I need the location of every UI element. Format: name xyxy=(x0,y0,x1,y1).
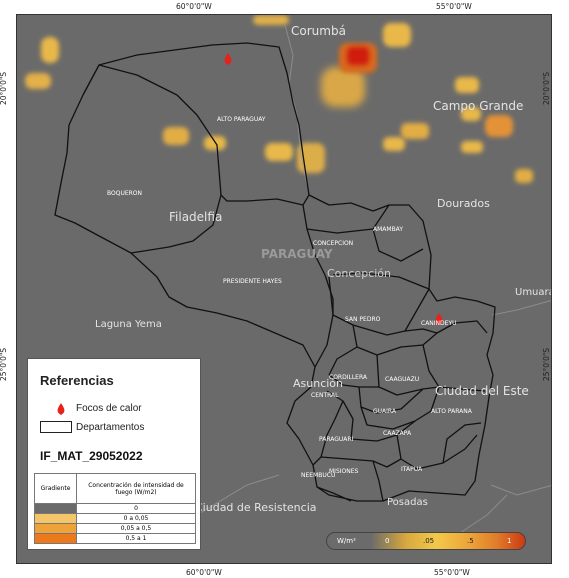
coord-right-lower: 25°0'0"S xyxy=(542,347,552,382)
heat-blob xyxy=(401,123,429,139)
department-label: NEEMBUCU xyxy=(301,472,335,479)
country-label: PARAGUAY xyxy=(261,247,333,261)
heat-blob xyxy=(461,107,481,121)
map-canvas[interactable]: Corumbá Campo Grande Dourados Filadelfia… xyxy=(17,15,552,564)
department-label: GUAIRA xyxy=(373,408,397,415)
gradient-header-right: Concentración de intensidad de fuego (W/… xyxy=(76,473,196,504)
gradient-row: 0 xyxy=(34,503,196,514)
gradient-swatch xyxy=(34,533,77,544)
department-label: ALTO PARAGUAY xyxy=(217,116,266,123)
coord-bottom-left: 60°0'0"W xyxy=(186,568,222,577)
heat-blob xyxy=(321,67,365,107)
heat-blob xyxy=(253,15,289,25)
department-label: MISIONES xyxy=(329,468,359,475)
city-label: Campo Grande xyxy=(433,99,523,113)
department-label: BOQUERON xyxy=(107,190,142,197)
city-label: Umuarama xyxy=(515,287,552,298)
coord-bottom-right: 55°0'0"W xyxy=(434,568,470,577)
department-label: CONCEPCION xyxy=(313,240,353,247)
hotspot-icon xyxy=(224,53,232,65)
department-label: PRESIDENTE HAYES xyxy=(223,278,282,285)
department-label: ALTO PARANA xyxy=(431,408,473,415)
city-labels: Corumbá Campo Grande Dourados Filadelfia… xyxy=(95,24,552,514)
hotspot-legend-label: Focos de calor xyxy=(76,403,142,414)
department-borders xyxy=(54,42,496,502)
intensity-colorbar: W/m² 0 .05 .5 1 xyxy=(326,532,526,550)
heat-blob xyxy=(383,23,411,47)
hotspot-markers xyxy=(224,53,443,325)
city-label: Filadelfia xyxy=(169,210,222,224)
colorbar-tick: .05 xyxy=(423,537,435,545)
department-label: PARAGUARI xyxy=(319,436,354,443)
city-label: Concepción xyxy=(327,267,391,280)
department-legend-label: Departamentos xyxy=(76,422,145,433)
hotspot-icon xyxy=(435,313,443,325)
city-label: Asunción xyxy=(293,377,343,390)
city-label: Posadas xyxy=(387,497,428,508)
department-label: AMAMBAY xyxy=(373,226,403,233)
paraguay-outline xyxy=(54,42,496,502)
gradient-swatch xyxy=(34,513,77,524)
coord-left-lower: 25°0'0"S xyxy=(0,347,9,382)
department-labels: ALTO PARAGUAY BOQUERON PRESIDENTE HAYES … xyxy=(107,116,473,479)
gradient-row-label: 0,05 a 0,5 xyxy=(76,523,196,534)
heat-blob xyxy=(383,137,405,151)
heat-blob xyxy=(163,127,189,145)
colorbar-tick: 0 xyxy=(385,537,390,545)
gradient-row: 0,05 a 0,5 xyxy=(34,523,196,534)
legend-panel: Referencias Focos de calor Departamentos… xyxy=(27,358,201,550)
map-id: IF_MAT_29052022 xyxy=(40,449,143,463)
city-label: Ciudad del Este xyxy=(435,384,529,398)
gradient-swatch xyxy=(34,503,77,514)
gradient-table: Gradiente Concentración de intensidad de… xyxy=(34,473,196,544)
department-label: CAAGUAZU xyxy=(385,376,419,383)
coord-right-upper: 20°0'0"S xyxy=(542,71,552,106)
heat-blob xyxy=(25,73,51,89)
heat-blob xyxy=(485,115,513,137)
gradient-row-label: 0,5 a 1 xyxy=(76,533,196,544)
hotspot-legend-icon xyxy=(57,403,65,415)
heat-blob xyxy=(347,47,369,65)
department-legend-swatch xyxy=(40,421,72,433)
city-label: Corumbá xyxy=(291,24,346,38)
gradient-row-label: 0 a 0,05 xyxy=(76,513,196,524)
coord-top-right: 55°0'0"W xyxy=(436,2,472,11)
heat-blob xyxy=(515,169,533,183)
city-label: Ciudad de Resistencia xyxy=(195,501,317,514)
gradient-swatch xyxy=(34,523,77,534)
heat-blob xyxy=(41,37,59,63)
heat-blob xyxy=(455,77,479,93)
gradient-row: 0,5 a 1 xyxy=(34,533,196,544)
legend-title: Referencias xyxy=(40,373,114,388)
city-label: Laguna Yema xyxy=(95,319,162,330)
colorbar-tick: .5 xyxy=(467,537,474,545)
department-label: CORDILLERA xyxy=(329,374,368,381)
gradient-row: 0 a 0,05 xyxy=(34,513,196,524)
gradient-header-left: Gradiente xyxy=(34,473,77,504)
colorbar-tick: 1 xyxy=(507,537,512,545)
department-label: ITAPUA xyxy=(401,466,423,473)
colorbar-unit: W/m² xyxy=(337,537,356,545)
heat-blob xyxy=(265,143,293,161)
heat-blob xyxy=(461,141,483,153)
coord-top-left: 60°0'0"W xyxy=(176,2,212,11)
department-label: CENTRAL xyxy=(311,392,339,399)
coord-left-upper: 20°0'0"S xyxy=(0,71,9,106)
city-label: Dourados xyxy=(437,197,490,210)
gradient-row-label: 0 xyxy=(76,503,196,514)
department-label: SAN PEDRO xyxy=(345,316,381,323)
department-label: CAAZAPA xyxy=(383,430,412,437)
department-label: CANINDEYU xyxy=(421,320,457,327)
